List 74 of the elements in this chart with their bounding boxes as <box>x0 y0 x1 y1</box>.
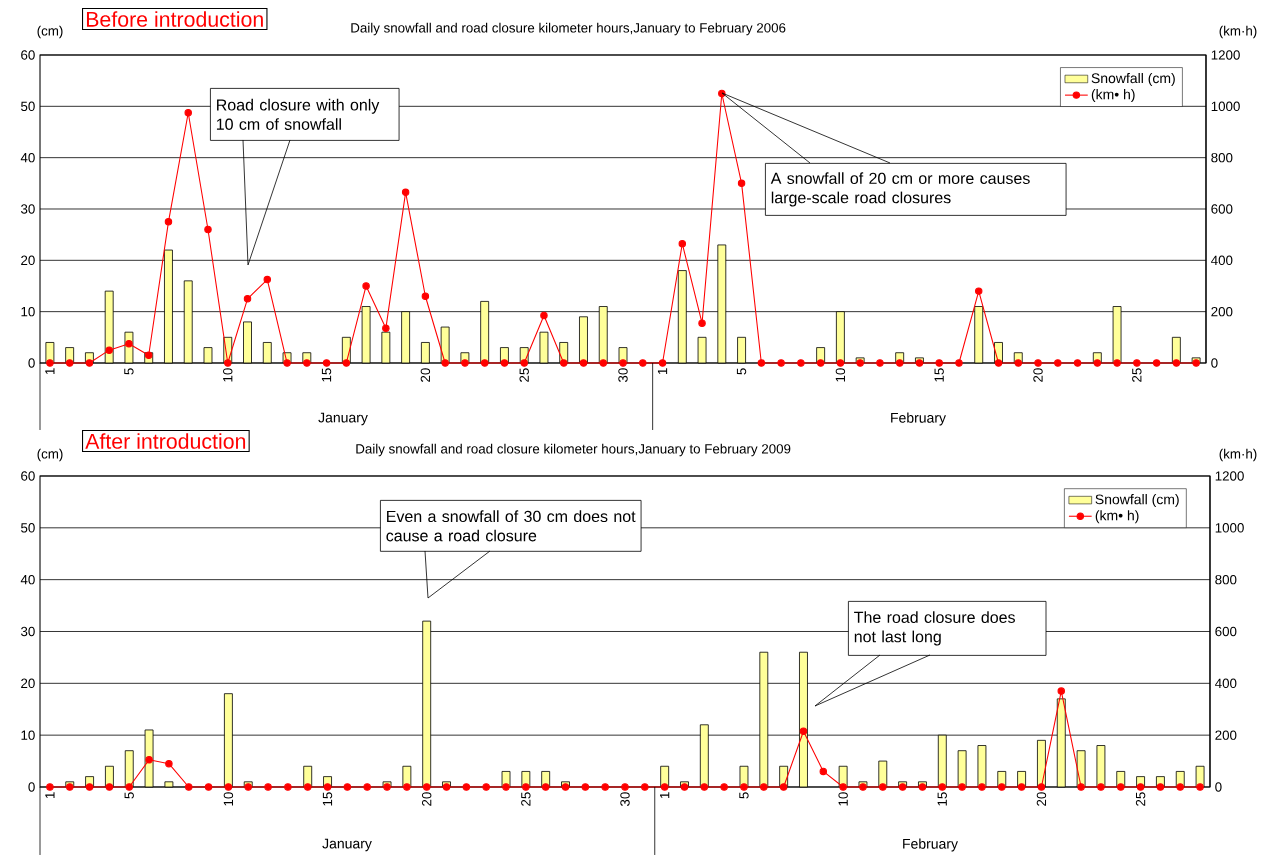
chart-subtitle: Daily snowfall and road closure kilometer hours,January to February 2009 <box>356 443 791 457</box>
chart-title: After introduction <box>85 433 246 449</box>
x-tick-label: 30 <box>620 792 630 807</box>
y2-axis-title: (km·h) <box>1219 25 1257 39</box>
annotation: The road closure does not last long <box>854 611 1015 646</box>
text: January <box>318 412 368 426</box>
x-tick-label: 1 <box>45 792 55 799</box>
x-tick-label: 20 <box>1036 792 1047 806</box>
x-tick-label: 5 <box>739 792 749 799</box>
y-tick-label: 50 <box>21 523 35 533</box>
y2-tick-label: 1000 <box>1215 523 1244 533</box>
y2-tick-label: 1000 <box>1211 101 1240 112</box>
y2-tick-label: 800 <box>1215 574 1237 585</box>
x-tick-label: 25 <box>1132 368 1142 382</box>
x-tick-label: 5 <box>124 368 134 375</box>
y2-tick-label: 1200 <box>1211 50 1240 60</box>
x-tick-label: 15 <box>321 368 332 382</box>
y-tick-label: 10 <box>21 730 35 740</box>
y-tick-label: 60 <box>21 50 35 60</box>
x-tick-label: 10 <box>838 792 848 806</box>
legend-label: (km• h) <box>1091 89 1135 103</box>
y2-tick-label: 800 <box>1211 152 1233 163</box>
x-tick-label: 15 <box>937 792 947 806</box>
chart-subtitle: Daily snowfall and road closure kilometer hours,January to February 2006 <box>351 22 786 36</box>
y-tick-label: 10 <box>21 306 35 317</box>
x-tick-label: 1 <box>45 368 55 375</box>
y-tick-label: 0 <box>28 782 35 792</box>
y-tick-label: 40 <box>20 574 35 585</box>
x-tick-label: 25 <box>521 792 531 806</box>
x-tick-label: 20 <box>421 792 432 806</box>
y-tick-label: 0 <box>28 358 35 368</box>
x-tick-label: 5 <box>736 368 747 375</box>
x-tick-label: 25 <box>519 368 529 382</box>
y2-tick-label: 0 <box>1215 782 1222 792</box>
legend-label: Snowfall (cm) <box>1095 494 1179 508</box>
y2-tick-label: 600 <box>1211 204 1233 214</box>
text: February <box>891 412 946 426</box>
x-tick-label: 10 <box>223 368 233 382</box>
y-tick-label: 30 <box>20 626 35 637</box>
x-tick-label: 10 <box>835 368 846 382</box>
x-tick-label: 25 <box>1135 792 1146 806</box>
x-tick-label: 1 <box>660 792 670 799</box>
y2-tick-label: 400 <box>1215 678 1237 689</box>
legend-label: (km• h) <box>1095 510 1139 524</box>
legend-label: Snowfall (cm) <box>1091 72 1175 86</box>
y2-tick-label: 200 <box>1211 306 1233 317</box>
annotation: Even a snowfall of 30 cm does not cause a road closure <box>386 510 636 542</box>
y2-tick-label: 0 <box>1211 358 1218 368</box>
x-tick-label: 30 <box>618 368 628 383</box>
y-axis-title: (cm) <box>37 25 63 39</box>
text: January <box>322 838 372 852</box>
text: February <box>903 838 958 852</box>
y2-axis-title: (km·h) <box>1219 448 1257 462</box>
y-tick-label: 50 <box>21 101 35 112</box>
annotation: Road closure with only 10 cm of snowfall <box>216 98 380 130</box>
x-tick-label: 10 <box>223 792 234 806</box>
y-tick-label: 30 <box>20 204 35 214</box>
y-tick-label: 60 <box>21 471 35 481</box>
y-tick-label: 40 <box>20 152 35 163</box>
x-tick-label: 20 <box>1033 368 1043 382</box>
x-tick-label: 1 <box>657 368 668 375</box>
y2-tick-label: 1200 <box>1215 471 1244 481</box>
y2-tick-label: 400 <box>1211 255 1233 266</box>
x-tick-label: 15 <box>322 792 333 806</box>
y2-tick-label: 200 <box>1215 730 1237 740</box>
y-tick-label: 20 <box>21 678 35 689</box>
y-axis-title: (cm) <box>37 448 63 462</box>
annotation: A snowfall of 20 cm or more causes large-scale road closures <box>770 172 1030 207</box>
x-tick-label: 15 <box>934 368 944 382</box>
chart-title: Before introduction <box>86 11 263 27</box>
x-tick-label: 5 <box>124 792 134 799</box>
x-tick-label: 20 <box>420 368 431 382</box>
y2-tick-label: 600 <box>1215 626 1237 637</box>
y-tick-label: 20 <box>21 255 35 266</box>
